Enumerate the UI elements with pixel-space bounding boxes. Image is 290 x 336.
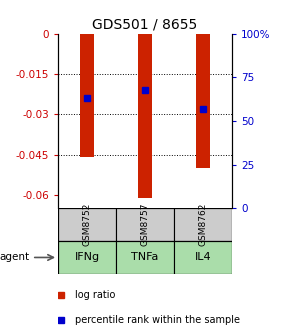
Text: log ratio: log ratio <box>75 290 116 300</box>
Bar <box>116 208 174 241</box>
Bar <box>58 241 116 274</box>
Bar <box>80 34 94 157</box>
Bar <box>174 208 232 241</box>
Title: GDS501 / 8655: GDS501 / 8655 <box>93 17 197 31</box>
Text: IFNg: IFNg <box>75 252 99 262</box>
Bar <box>116 241 174 274</box>
Bar <box>196 34 210 168</box>
Bar <box>58 208 116 241</box>
Bar <box>138 34 152 198</box>
Text: GSM8757: GSM8757 <box>140 203 150 246</box>
Text: GSM8762: GSM8762 <box>198 203 208 246</box>
Text: percentile rank within the sample: percentile rank within the sample <box>75 315 240 325</box>
Text: TNFa: TNFa <box>131 252 159 262</box>
Text: GSM8752: GSM8752 <box>82 203 92 246</box>
Bar <box>174 241 232 274</box>
Text: IL4: IL4 <box>195 252 211 262</box>
Text: agent: agent <box>0 252 29 262</box>
